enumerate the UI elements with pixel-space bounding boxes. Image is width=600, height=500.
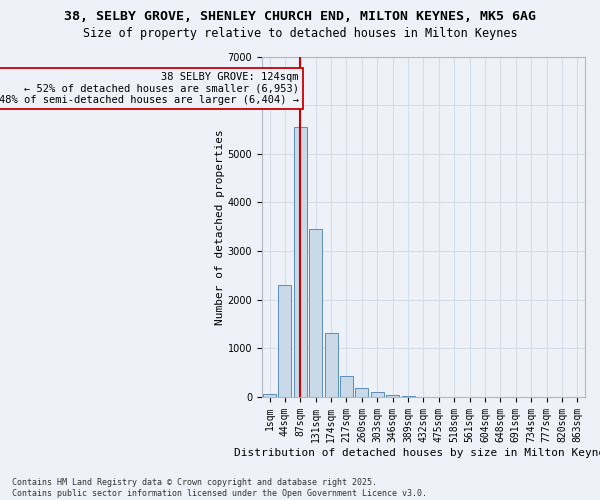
- Text: Size of property relative to detached houses in Milton Keynes: Size of property relative to detached ho…: [83, 28, 517, 40]
- Text: 38, SELBY GROVE, SHENLEY CHURCH END, MILTON KEYNES, MK5 6AG: 38, SELBY GROVE, SHENLEY CHURCH END, MIL…: [64, 10, 536, 23]
- X-axis label: Distribution of detached houses by size in Milton Keynes: Distribution of detached houses by size …: [235, 448, 600, 458]
- Bar: [278, 285, 292, 397]
- Y-axis label: Number of detached properties: Number of detached properties: [215, 129, 225, 324]
- Text: Contains HM Land Registry data © Crown copyright and database right 2025.
Contai: Contains HM Land Registry data © Crown c…: [12, 478, 427, 498]
- Bar: [340, 376, 353, 397]
- Bar: [371, 392, 384, 397]
- Bar: [263, 394, 276, 397]
- Bar: [294, 127, 307, 397]
- Bar: [355, 388, 368, 397]
- Bar: [309, 229, 322, 397]
- Bar: [325, 333, 338, 397]
- Text: 38 SELBY GROVE: 124sqm
← 52% of detached houses are smaller (6,953)
48% of semi-: 38 SELBY GROVE: 124sqm ← 52% of detached…: [0, 72, 299, 105]
- Bar: [386, 395, 399, 397]
